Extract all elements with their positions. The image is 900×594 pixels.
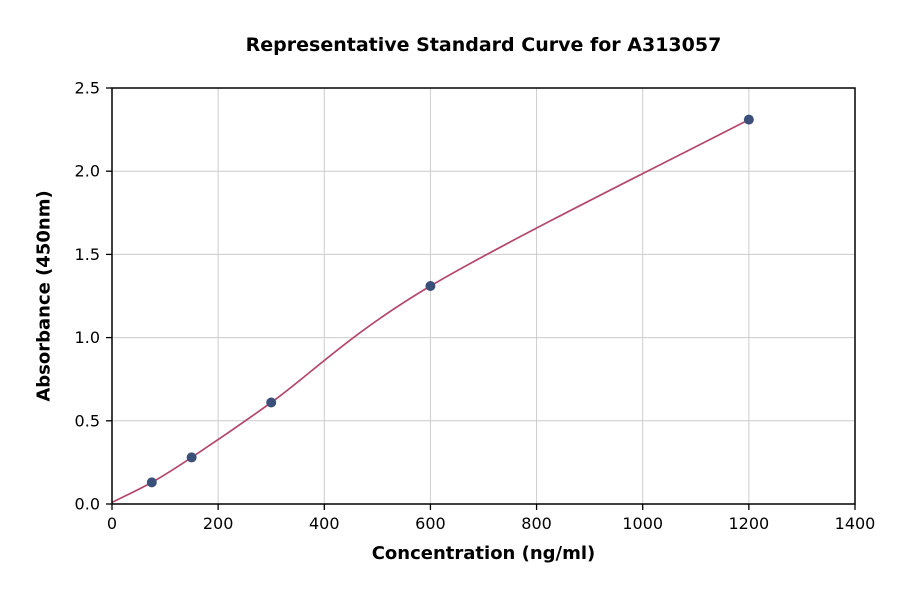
data-point: [186, 452, 197, 463]
plot-border: [111, 87, 856, 505]
y-tick-label: 2.5: [75, 79, 100, 98]
y-tick-label: 0.0: [75, 495, 100, 514]
data-point: [743, 114, 754, 125]
data-point: [146, 477, 157, 488]
x-tick-label: 800: [521, 514, 552, 533]
x-tick-label: 200: [203, 514, 234, 533]
x-tick-label: 0: [107, 514, 117, 533]
x-tick-label: 1000: [622, 514, 663, 533]
x-tick-label: 600: [415, 514, 446, 533]
y-tick-label: 2.0: [75, 162, 100, 181]
x-tick-label: 1400: [835, 514, 876, 533]
chart-title: Representative Standard Curve for A31305…: [245, 34, 722, 56]
x-tick-label: 400: [309, 514, 340, 533]
y-tick-label: 1.0: [75, 328, 100, 347]
x-tick-label: 1200: [728, 514, 769, 533]
y-tick-label: 1.5: [75, 245, 100, 264]
data-point: [425, 281, 436, 292]
y-tick-label: 0.5: [75, 411, 100, 430]
data-point: [266, 397, 277, 408]
x-axis-label: Concentration (ng/ml): [371, 543, 596, 564]
